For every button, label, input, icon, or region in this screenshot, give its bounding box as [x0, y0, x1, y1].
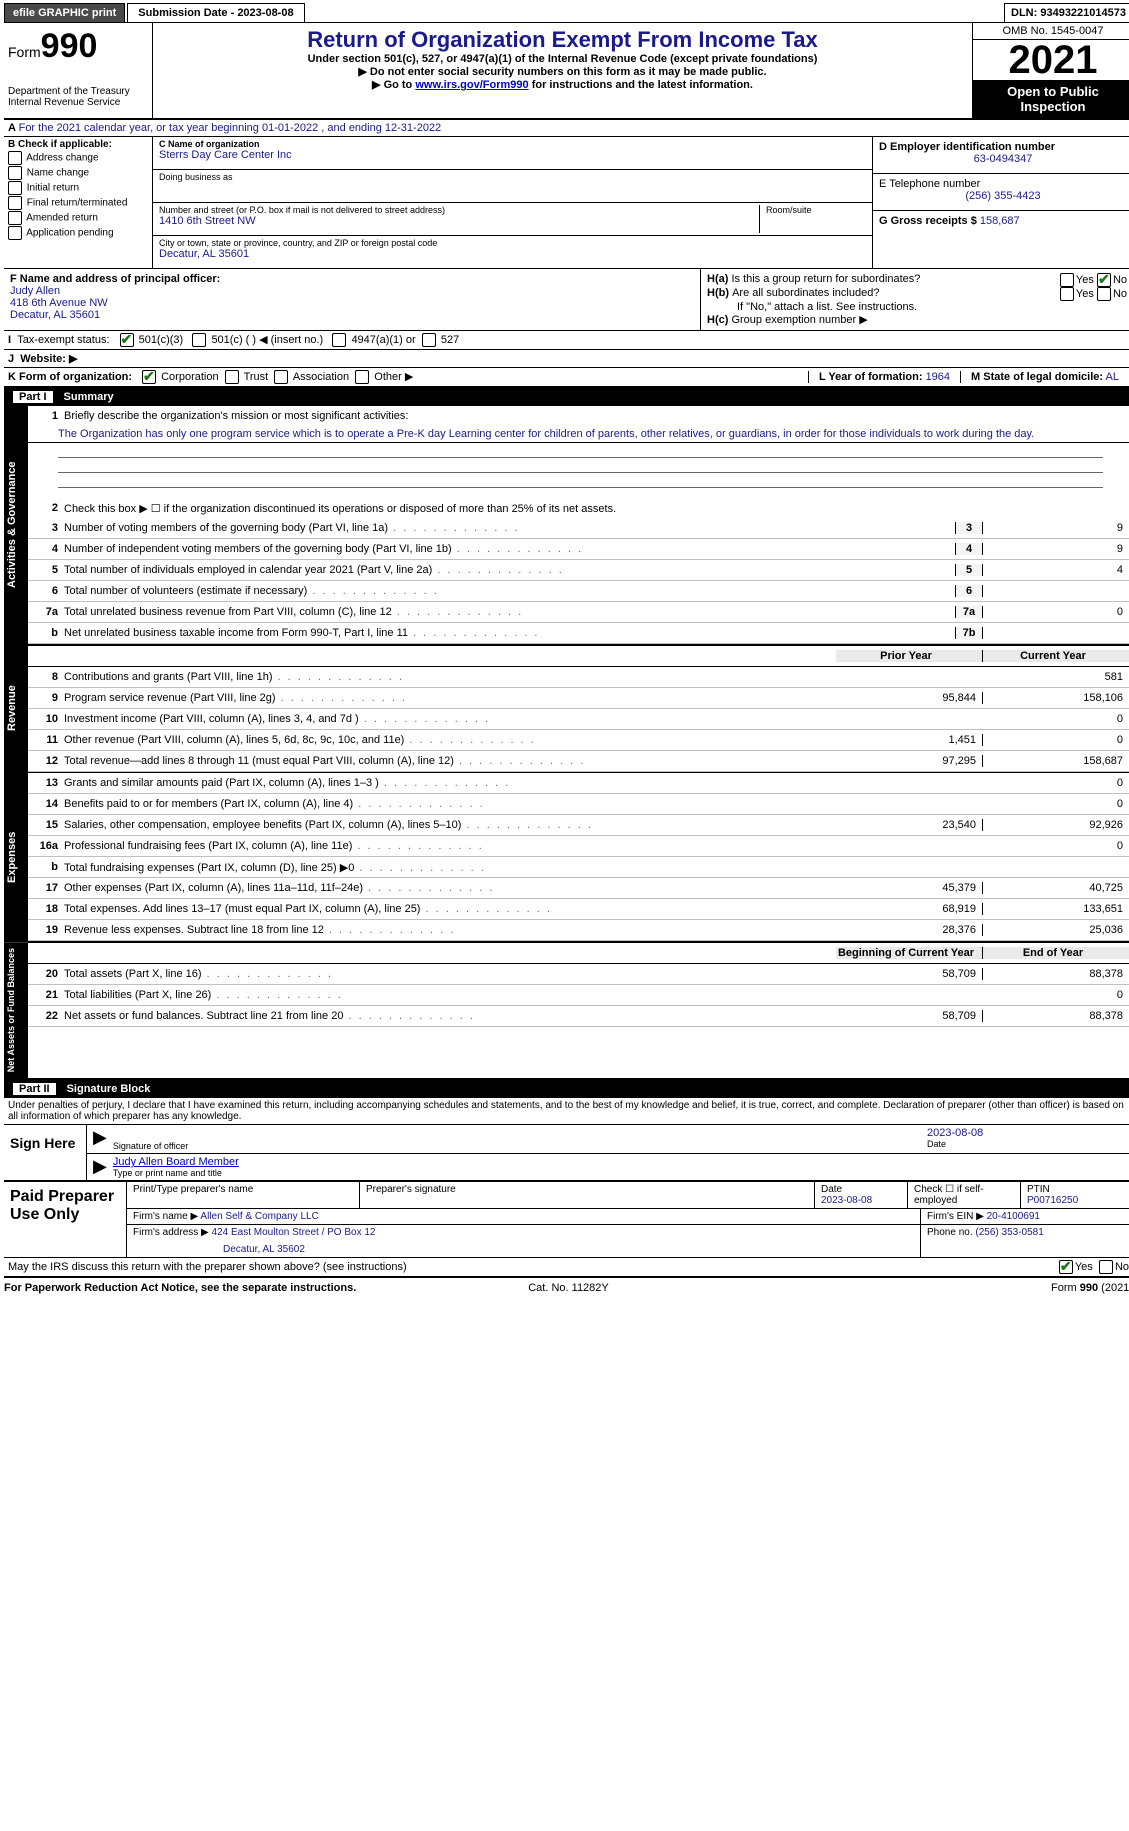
governance-section: Activities & Governance 1 Briefly descri… [4, 406, 1129, 645]
line-11: 11Other revenue (Part VIII, column (A), … [28, 730, 1129, 751]
line-13: 13Grants and similar amounts paid (Part … [28, 773, 1129, 794]
check-address-change[interactable]: Address change [8, 151, 148, 165]
tax-year-range: A For the 2021 calendar year, or tax yea… [4, 120, 1129, 137]
ein-box: D Employer identification number 63-0494… [873, 137, 1129, 174]
form-subtitle: Under section 501(c), 527, or 4947(a)(1)… [161, 53, 964, 65]
top-bar: efile GRAPHIC print Submission Date - 20… [4, 4, 1129, 23]
line-7a: 7aTotal unrelated business revenue from … [28, 602, 1129, 623]
check-initial-return[interactable]: Initial return [8, 181, 148, 195]
dept-treasury: Department of the Treasury [8, 86, 148, 97]
ha-no[interactable]: No [1097, 273, 1127, 287]
line-9: 9Program service revenue (Part VIII, lin… [28, 688, 1129, 709]
principal-officer-box: F Name and address of principal officer:… [4, 269, 701, 330]
line-16a: 16aProfessional fundraising fees (Part I… [28, 836, 1129, 857]
form-header: Form990 Department of the Treasury Inter… [4, 23, 1129, 120]
line-10: 10Investment income (Part VIII, column (… [28, 709, 1129, 730]
discuss-yes[interactable]: Yes [1059, 1260, 1093, 1274]
phone-box: E Telephone number (256) 355-4423 [873, 174, 1129, 211]
netassets-section: Net Assets or Fund Balances Beginning of… [4, 942, 1129, 1080]
state-domicile: M State of legal domicile: AL [960, 371, 1129, 383]
revenue-section: Revenue Prior Year Current Year 8Contrib… [4, 645, 1129, 773]
instructions-link-row: Go to www.irs.gov/Form990 for instructio… [161, 78, 964, 91]
officer-group-section: F Name and address of principal officer:… [4, 269, 1129, 331]
tax-year: 2021 [973, 40, 1129, 80]
caret-icon: ▶ [93, 1156, 107, 1178]
line-6: 6Total number of volunteers (estimate if… [28, 581, 1129, 602]
org-other[interactable]: Other ▶ [355, 370, 413, 384]
dln-number: DLN: 93493221014573 [1004, 3, 1129, 23]
caret-icon: ▶ [93, 1127, 107, 1151]
self-employed-check[interactable]: Check ☐ if self-employed [908, 1182, 1021, 1208]
check-name-change[interactable]: Name change [8, 166, 148, 180]
line-3: 3Number of voting members of the governi… [28, 518, 1129, 539]
irs-label: Internal Revenue Service [8, 97, 148, 108]
open-inspection-tag: Open to Public Inspection [973, 80, 1129, 118]
identity-section: B Check if applicable: Address change Na… [4, 137, 1129, 269]
box-b-checkboxes: B Check if applicable: Address change Na… [4, 137, 153, 268]
revenue-tab: Revenue [4, 645, 28, 772]
netassets-tab: Net Assets or Fund Balances [4, 942, 28, 1078]
check-application-pending[interactable]: Application pending [8, 226, 148, 240]
line-12: 12Total revenue—add lines 8 through 11 (… [28, 751, 1129, 772]
netassets-header-row: Beginning of Current Year End of Year [28, 942, 1129, 964]
discuss-preparer-row: May the IRS discuss this return with the… [4, 1257, 1129, 1278]
dba-box: Doing business as [153, 170, 872, 203]
line-21: 21Total liabilities (Part X, line 26)0 [28, 985, 1129, 1006]
line-7b: bNet unrelated business taxable income f… [28, 623, 1129, 644]
hb-yes[interactable]: Yes [1060, 287, 1094, 301]
mission-text: The Organization has only one program se… [28, 426, 1129, 443]
year-formation: L Year of formation: 1964 [808, 371, 960, 383]
line-19: 19Revenue less expenses. Subtract line 1… [28, 920, 1129, 941]
expenses-section: Expenses 13Grants and similar amounts pa… [4, 773, 1129, 942]
governance-tab: Activities & Governance [4, 406, 28, 644]
line-18: 18Total expenses. Add lines 13–17 (must … [28, 899, 1129, 920]
form-number: Form990 [8, 27, 148, 66]
line-15: 15Salaries, other compensation, employee… [28, 815, 1129, 836]
group-return-box: H(a) Is this a group return for subordin… [701, 269, 1129, 330]
sign-here-block: Sign Here ▶ Signature of officer 2023-08… [4, 1125, 1129, 1181]
officer-name-link[interactable]: Judy Allen Board Member [113, 1156, 239, 1168]
line-8: 8Contributions and grants (Part VIII, li… [28, 667, 1129, 688]
hb-no[interactable]: No [1097, 287, 1127, 301]
ssn-warning: Do not enter social security numbers on … [161, 65, 964, 78]
ha-yes[interactable]: Yes [1060, 273, 1094, 287]
line-22: 22Net assets or fund balances. Subtract … [28, 1006, 1129, 1027]
line-20: 20Total assets (Part X, line 16)58,70988… [28, 964, 1129, 985]
status-4947[interactable]: 4947(a)(1) or [332, 333, 415, 347]
irs-link[interactable]: www.irs.gov/Form990 [415, 79, 528, 91]
org-corporation[interactable]: Corporation [142, 370, 219, 384]
part-2-bar: Part II Signature Block [4, 1080, 1129, 1098]
line-b: bTotal fundraising expenses (Part IX, co… [28, 857, 1129, 878]
part-1-bar: Part I Summary [4, 388, 1129, 406]
line-5: 5Total number of individuals employed in… [28, 560, 1129, 581]
expenses-tab: Expenses [4, 773, 28, 941]
perjury-statement: Under penalties of perjury, I declare th… [4, 1098, 1129, 1125]
line-14: 14Benefits paid to or for members (Part … [28, 794, 1129, 815]
check-final-return[interactable]: Final return/terminated [8, 196, 148, 210]
line-4: 4Number of independent voting members of… [28, 539, 1129, 560]
form-org-row: K Form of organization: Corporation Trus… [4, 368, 1129, 388]
website-row: J Website: ▶ [4, 350, 1129, 368]
submission-date: Submission Date - 2023-08-08 [127, 3, 304, 23]
status-501c[interactable]: 501(c) ( ) ◀ (insert no.) [192, 333, 323, 347]
org-association[interactable]: Association [274, 370, 349, 384]
city-box: City or town, state or province, country… [153, 236, 872, 268]
paid-preparer-block: Paid Preparer Use Only Print/Type prepar… [4, 1181, 1129, 1257]
gross-receipts-box: G Gross receipts $ 158,687 [873, 211, 1129, 247]
org-name-box: C Name of organization Sterrs Day Care C… [153, 137, 872, 170]
address-box: Number and street (or P.O. box if mail i… [153, 203, 872, 236]
line-17: 17Other expenses (Part IX, column (A), l… [28, 878, 1129, 899]
check-amended-return[interactable]: Amended return [8, 211, 148, 225]
status-527[interactable]: 527 [422, 333, 459, 347]
form-title: Return of Organization Exempt From Incom… [161, 27, 964, 53]
efile-graphic-print-button[interactable]: efile GRAPHIC print [4, 3, 125, 23]
org-trust[interactable]: Trust [225, 370, 269, 384]
tax-exempt-status-row: I Tax-exempt status: 501(c)(3) 501(c) ( … [4, 331, 1129, 350]
page-footer: For Paperwork Reduction Act Notice, see … [4, 1278, 1129, 1294]
revenue-header-row: Prior Year Current Year [28, 645, 1129, 667]
discuss-no[interactable]: No [1099, 1260, 1129, 1274]
status-501c3[interactable]: 501(c)(3) [120, 333, 184, 347]
